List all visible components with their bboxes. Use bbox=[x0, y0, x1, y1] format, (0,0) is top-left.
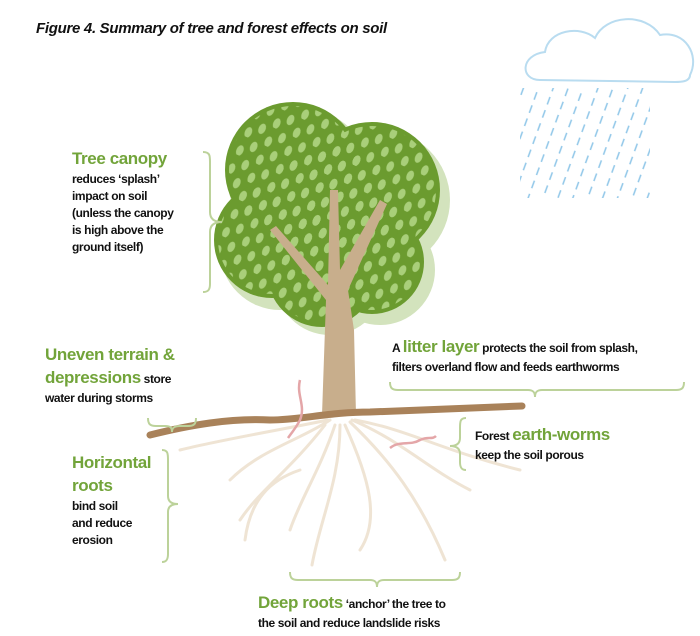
callout-text: (unless the canopy bbox=[72, 206, 174, 220]
callout-term: Tree canopy bbox=[72, 149, 167, 168]
callout-line: Uneven terrain & bbox=[45, 344, 175, 367]
callout-term: earth-worms bbox=[512, 425, 610, 444]
callout-text: and reduce bbox=[72, 516, 132, 530]
callout-line: erosion bbox=[72, 532, 151, 549]
callout-line: impact on soil bbox=[72, 188, 174, 205]
callout-text: bind soil bbox=[72, 499, 118, 513]
callout-text: impact on soil bbox=[72, 189, 147, 203]
callout: A litter layer protects the soil from sp… bbox=[392, 336, 638, 376]
callout: Horizontal roots bind soil and reduce erosio… bbox=[72, 452, 151, 549]
callout-text: filters overland flow and feeds earthwor… bbox=[392, 360, 619, 374]
callout-term: depressions bbox=[45, 368, 141, 387]
callout-term: roots bbox=[72, 476, 113, 495]
page: Figure 4. Summary of tree and forest eff… bbox=[0, 0, 700, 636]
callout-line: water during storms bbox=[45, 390, 175, 407]
callout-line: A litter layer protects the soil from sp… bbox=[392, 336, 638, 359]
cloud bbox=[526, 19, 694, 82]
callout-line: reduces ‘splash’ bbox=[72, 171, 174, 188]
callout-text: reduces ‘splash’ bbox=[72, 172, 160, 186]
callout-text: Forest bbox=[475, 429, 512, 443]
callout-text: erosion bbox=[72, 533, 113, 547]
callout-text: A bbox=[392, 341, 403, 355]
callout-line: roots bbox=[72, 475, 151, 498]
callout-line: Deep roots ‘anchor’ the tree to bbox=[258, 592, 446, 615]
callout-text: store bbox=[141, 372, 171, 386]
callout-line: is high above the bbox=[72, 222, 174, 239]
roots bbox=[180, 420, 520, 565]
rain bbox=[520, 88, 650, 198]
callout-line: ground itself) bbox=[72, 239, 174, 256]
callout-line: bind soil bbox=[72, 498, 151, 515]
callout-line: the soil and reduce landslide risks bbox=[258, 615, 446, 632]
callout-line: filters overland flow and feeds earthwor… bbox=[392, 359, 638, 376]
callout-line: and reduce bbox=[72, 515, 151, 532]
callout-text: is high above the bbox=[72, 223, 163, 237]
callout: Tree canopy reduces ‘splash’ impact on soi… bbox=[72, 148, 174, 256]
worm bbox=[288, 380, 302, 438]
callout-text: protects the soil from splash, bbox=[479, 341, 637, 355]
callout-text: ground itself) bbox=[72, 240, 143, 254]
callout-term: Uneven terrain & bbox=[45, 345, 175, 364]
callout-term: Horizontal bbox=[72, 453, 151, 472]
callout-text: keep the soil porous bbox=[475, 448, 584, 462]
callout-text: ‘anchor’ the tree to bbox=[343, 597, 446, 611]
callout-line: Tree canopy bbox=[72, 148, 174, 171]
callout-line: keep the soil porous bbox=[475, 447, 610, 464]
callout-term: Deep roots bbox=[258, 593, 343, 612]
callout-line: Forest earth-worms bbox=[475, 424, 610, 447]
callout-line: Horizontal bbox=[72, 452, 151, 475]
callout-line: (unless the canopy bbox=[72, 205, 174, 222]
callout-text: water during storms bbox=[45, 391, 153, 405]
callout-line: depressions store bbox=[45, 367, 175, 390]
callout-term: litter layer bbox=[403, 337, 479, 356]
callout-text: the soil and reduce landslide risks bbox=[258, 616, 440, 630]
